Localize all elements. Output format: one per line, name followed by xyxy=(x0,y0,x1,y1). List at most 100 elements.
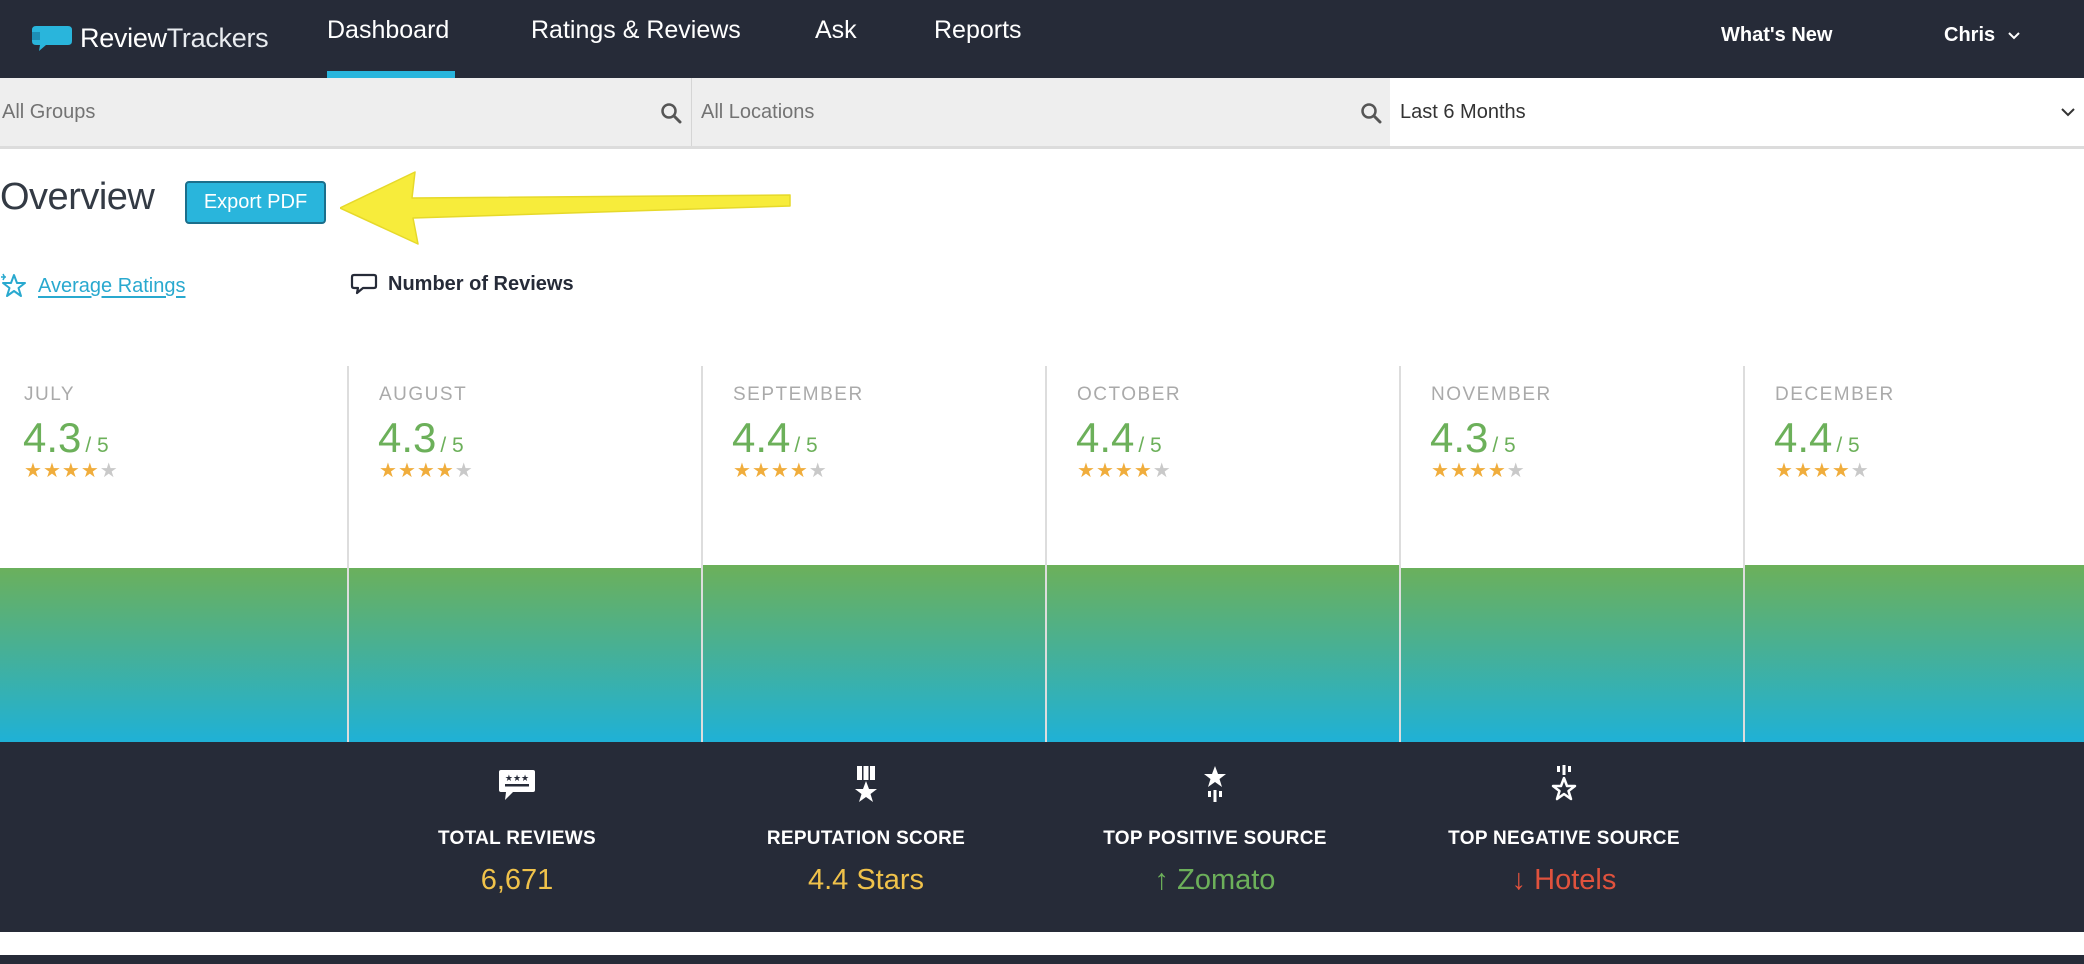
stat-value-text: 6,671 xyxy=(480,864,554,896)
month-rating-suffix: / 5 xyxy=(440,434,464,457)
star-outline-icon xyxy=(1,273,26,297)
month-column: AUGUST 4.3/ 5 ★★★★★ xyxy=(348,366,702,742)
date-range-select[interactable]: Last 6 Months xyxy=(1390,78,2084,146)
month-rating: 4.3/ 5 xyxy=(23,414,109,462)
up-arrow-icon: ↑ xyxy=(1154,864,1170,896)
month-name: DECEMBER xyxy=(1775,384,1895,405)
star-icon: ★ xyxy=(1095,460,1115,482)
groups-filter[interactable]: All Groups xyxy=(0,78,690,146)
star-icon: ★ xyxy=(751,460,771,482)
filter-divider xyxy=(691,78,692,146)
metric-tab-average-ratings[interactable]: Average Ratings xyxy=(0,272,186,300)
star-icon: ★ xyxy=(24,460,43,482)
month-rating: 4.4/ 5 xyxy=(1076,414,1162,462)
month-divider xyxy=(1743,366,1745,742)
chevron-down-icon xyxy=(2061,108,2075,117)
tab-reports[interactable]: Reports xyxy=(934,16,1022,44)
medal-star-icon xyxy=(855,766,877,802)
month-name: SEPTEMBER xyxy=(733,384,864,405)
search-icon[interactable] xyxy=(1360,102,1382,124)
stats-bar: ★★★ TOTAL REVIEWS 6,671 REPUTATION SCORE… xyxy=(0,742,2084,932)
chevron-down-icon xyxy=(2008,31,2020,39)
star-down-icon xyxy=(1551,765,1577,801)
month-rating-suffix: / 5 xyxy=(794,434,818,457)
star-icon: ★ xyxy=(1468,460,1488,482)
star-rating: ★★★★★ xyxy=(24,458,119,483)
month-rating-value: 4.3 xyxy=(1430,414,1489,461)
month-column: JULY 4.3/ 5 ★★★★★ xyxy=(0,366,348,742)
month-rating: 4.3/ 5 xyxy=(378,414,464,462)
locations-filter[interactable]: All Locations xyxy=(692,78,1390,146)
stat-value-text: Hotels xyxy=(1534,864,1617,896)
star-icon: ★ xyxy=(42,460,62,482)
logo-text-bold: Review xyxy=(80,22,167,53)
month-rating-value: 4.3 xyxy=(378,414,437,461)
whats-new-link[interactable]: What's New xyxy=(1721,24,1833,46)
stat-value: ↑ Zomato xyxy=(1065,864,1365,897)
groups-filter-value: All Groups xyxy=(2,100,96,123)
month-name: OCTOBER xyxy=(1077,384,1182,405)
logo-bubble-icon xyxy=(32,26,72,51)
metric-tab-number-of-reviews-label: Number of Reviews xyxy=(388,272,574,295)
month-column: DECEMBER 4.4/ 5 ★★★★★ xyxy=(1744,366,2084,742)
top-navigation: ReviewTrackers Dashboard Ratings & Revie… xyxy=(0,0,2084,78)
star-icon: ★ xyxy=(1077,460,1096,482)
page-title: Overview xyxy=(0,176,155,218)
date-range-value: Last 6 Months xyxy=(1400,100,1526,123)
annotation-arrow xyxy=(340,171,791,245)
month-name: NOVEMBER xyxy=(1431,384,1552,405)
logo[interactable]: ReviewTrackers xyxy=(30,20,269,56)
month-rating-value: 4.4 xyxy=(1076,414,1135,461)
svg-text:★★★: ★★★ xyxy=(505,774,529,784)
month-name: JULY xyxy=(24,384,76,405)
metric-tab-number-of-reviews[interactable]: Number of Reviews xyxy=(350,272,574,296)
export-pdf-button[interactable]: Export PDF xyxy=(185,181,326,224)
user-name: Chris xyxy=(1944,24,1996,46)
stat-value-text: Zomato xyxy=(1177,864,1276,896)
month-column: SEPTEMBER 4.4/ 5 ★★★★★ xyxy=(702,366,1046,742)
month-column: NOVEMBER 4.3/ 5 ★★★★★ xyxy=(1400,366,1744,742)
stat-label: TOP POSITIVE SOURCE xyxy=(1103,828,1327,849)
star-icon: ★ xyxy=(770,460,790,482)
star-rating: ★★★★★ xyxy=(1775,458,1870,483)
tab-ask[interactable]: Ask xyxy=(815,16,857,44)
month-rating: 4.4/ 5 xyxy=(1774,414,1860,462)
star-rating: ★★★★★ xyxy=(1077,458,1172,483)
tab-dashboard[interactable]: Dashboard xyxy=(327,16,455,78)
star-icon: ★ xyxy=(1114,460,1134,482)
down-arrow-icon: ↓ xyxy=(1511,864,1527,896)
star-icon: ★ xyxy=(416,460,436,482)
star-icon: ★ xyxy=(1431,460,1450,482)
stat-value: 4.4 Stars xyxy=(716,864,1016,897)
search-icon[interactable] xyxy=(660,102,682,124)
metric-tab-average-ratings-label: Average Ratings xyxy=(38,274,186,297)
ratings-area-chart xyxy=(0,565,2084,742)
stat-value: ↓ Hotels xyxy=(1414,864,1714,897)
month-rating-suffix: / 5 xyxy=(1836,434,1860,457)
star-icon: ★ xyxy=(1506,460,1526,482)
star-icon: ★ xyxy=(1850,460,1870,482)
star-icon: ★ xyxy=(397,460,417,482)
star-icon: ★ xyxy=(379,460,398,482)
star-icon: ★ xyxy=(1152,460,1172,482)
star-icon: ★ xyxy=(808,460,828,482)
star-icon: ★ xyxy=(1487,460,1507,482)
star-up-icon xyxy=(1204,766,1226,802)
tab-ratings-reviews[interactable]: Ratings & Reviews xyxy=(531,16,741,44)
stat-value: 6,671 xyxy=(367,864,667,897)
star-icon: ★ xyxy=(454,460,474,482)
logo-text-light: Trackers xyxy=(166,22,269,53)
month-rating-suffix: / 5 xyxy=(1492,434,1516,457)
month-divider xyxy=(1045,366,1047,742)
star-icon: ★ xyxy=(1775,460,1794,482)
monthly-ratings-chart: JULY 4.3/ 5 ★★★★★ AUGUST 4.3/ 5 ★★★★★ SEPTEMBE… xyxy=(0,366,2084,742)
star-rating: ★★★★★ xyxy=(1431,458,1526,483)
star-icon: ★ xyxy=(80,460,100,482)
month-column: OCTOBER 4.4/ 5 ★★★★★ xyxy=(1046,366,1400,742)
page-footer-bar xyxy=(0,955,2084,964)
star-icon: ★ xyxy=(61,460,81,482)
user-menu[interactable]: Chris xyxy=(1944,24,2021,47)
month-name: AUGUST xyxy=(379,384,468,405)
star-icon: ★ xyxy=(1449,460,1469,482)
